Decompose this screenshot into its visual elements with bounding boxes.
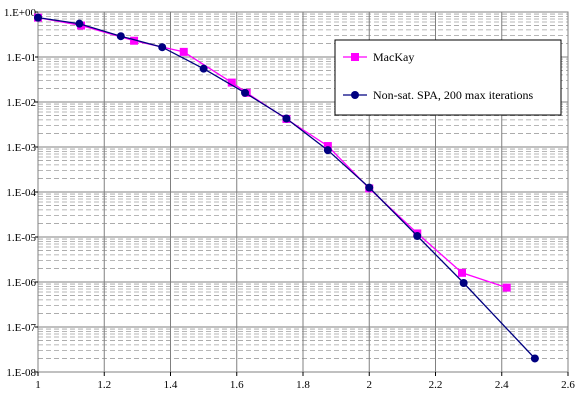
legend: MacKay Non-sat. SPA, 200 max iterations — [334, 39, 562, 116]
legend-label: Non-sat. SPA, 200 max iterations — [373, 88, 534, 102]
y-tick-label: 1.E-08 — [6, 367, 36, 379]
data-point-circle — [365, 183, 374, 192]
y-tick-label: 1.E+00 — [4, 7, 37, 19]
data-point-circle — [34, 13, 42, 22]
legend-box — [334, 39, 562, 116]
data-point-circle — [75, 19, 84, 28]
y-tick-label: 1.E-02 — [6, 97, 36, 109]
x-tick-label: 2.6 — [561, 379, 575, 391]
data-point-square — [458, 268, 466, 277]
data-point-circle — [158, 43, 167, 52]
data-point-circle — [530, 354, 539, 363]
data-point-circle — [413, 232, 422, 241]
data-point-circle — [282, 114, 291, 123]
data-point-square — [502, 283, 511, 292]
series-layer — [34, 13, 539, 363]
series-line-2 — [37, 16, 536, 359]
x-tick-label: 1.2 — [97, 379, 111, 391]
y-tick-label: 1.E-01 — [6, 52, 36, 64]
y-tick-label: 1.E-07 — [6, 322, 36, 334]
y-tick-label: 1.E-06 — [6, 277, 36, 289]
data-point-square — [227, 78, 236, 87]
legend-label: MacKay — [373, 50, 414, 64]
data-point-circle — [459, 279, 468, 288]
x-tick-label: 1.4 — [164, 379, 178, 391]
legend-marker-circle — [351, 91, 359, 99]
data-point-circle — [323, 146, 332, 155]
data-point-square — [130, 36, 139, 45]
y-axis-ticks: 1.E-08 1.E-07 1.E-06 1.E-05 1.E-04 1.E-03 1.E-… — [4, 7, 38, 379]
x-tick-label: 1.8 — [296, 379, 310, 391]
data-point-square — [323, 142, 332, 151]
data-point-circle — [241, 88, 250, 97]
data-point-circle — [199, 64, 208, 73]
data-point-circle — [116, 32, 125, 41]
y-tick-label: 1.E-05 — [6, 232, 36, 244]
legend-marker-square — [351, 53, 359, 61]
x-tick-label: 2 — [367, 379, 373, 391]
y-tick-label: 1.E-04 — [6, 187, 36, 199]
x-tick-label: 1 — [35, 379, 41, 391]
x-tick-label: 2.4 — [495, 379, 509, 391]
x-tick-label: 2.2 — [429, 379, 443, 391]
data-point-square — [179, 47, 188, 56]
x-axis-ticks: 1 1.2 1.4 1.6 1.8 2 2.2 2.4 2.6 — [35, 372, 575, 391]
y-tick-label: 1.E-03 — [6, 142, 36, 154]
x-tick-label: 1.6 — [230, 379, 244, 391]
